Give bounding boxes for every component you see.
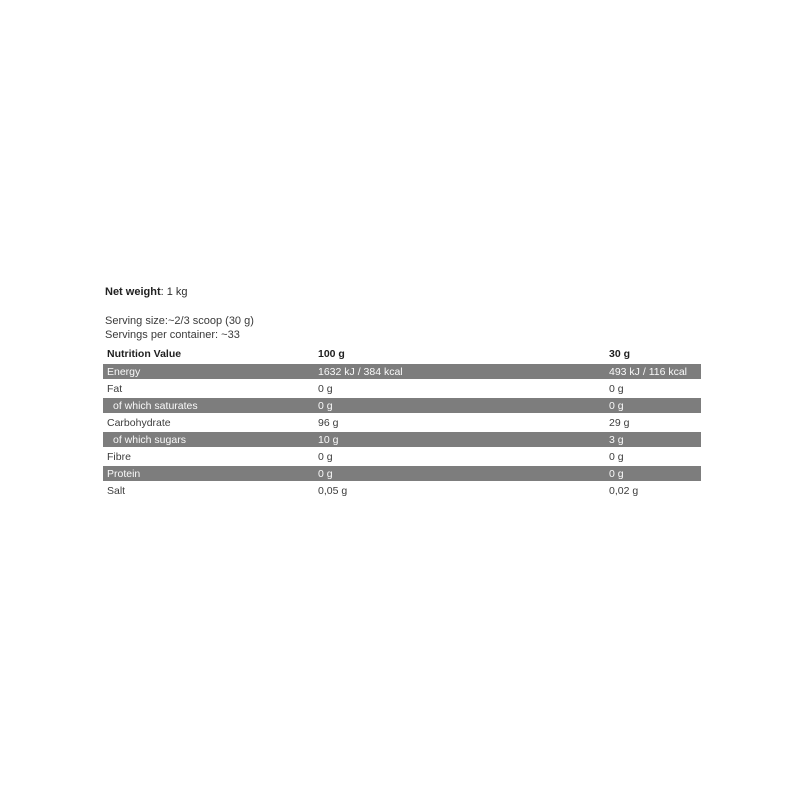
value-per-30g: 0,02 g	[609, 484, 639, 497]
value-per-100g: 0 g	[318, 382, 333, 395]
value-per-100g: 10 g	[318, 433, 339, 446]
table-row: Protein 0 g 0 g	[103, 465, 701, 482]
nutrient-label: of which saturates	[113, 399, 198, 412]
serving-size-line: Serving size:~2/3 scoop (30 g)	[105, 315, 254, 327]
table-row: Fat 0 g 0 g	[103, 380, 701, 397]
value-per-30g: 0 g	[609, 450, 624, 463]
nutrient-label: Protein	[107, 467, 141, 480]
table-body: Energy 1632 kJ / 384 kcal 493 kJ / 116 kca…	[103, 363, 701, 499]
nutrient-label: Energy	[107, 365, 141, 378]
header-100g: 100 g	[318, 347, 345, 360]
nutrient-label: Fibre	[107, 450, 131, 463]
value-per-100g: 1632 kJ / 384 kcal	[318, 365, 403, 378]
value-per-30g: 493 kJ / 116 kcal	[609, 365, 688, 378]
value-per-30g: 0 g	[609, 399, 624, 412]
table-row: Carbohydrate 96 g 29 g	[103, 414, 701, 431]
net-weight-label: Net weight	[105, 286, 161, 298]
table-row: of which saturates 0 g 0 g	[103, 397, 701, 414]
value-per-100g: 0,05 g	[318, 484, 348, 497]
nutrient-label: Carbohydrate	[107, 416, 171, 429]
value-per-100g: 0 g	[318, 450, 333, 463]
net-weight-value: : 1 kg	[160, 286, 188, 298]
table-row: Salt 0,05 g 0,02 g	[103, 482, 701, 499]
value-per-100g: 96 g	[318, 416, 339, 429]
net-weight-line: Net weight: 1 kg	[103, 286, 701, 299]
nutrient-label: Salt	[107, 484, 126, 497]
header-nutrition-value: Nutrition Value	[107, 347, 182, 360]
table-row: Energy 1632 kJ / 384 kcal 493 kJ / 116 kca…	[103, 363, 701, 380]
value-per-100g: 0 g	[318, 467, 333, 480]
table-row: of which sugars 10 g 3 g	[103, 431, 701, 448]
value-per-30g: 29 g	[609, 416, 630, 429]
table-header-row: Nutrition Value 100 g 30 g	[103, 346, 701, 361]
table-row: Fibre 0 g 0 g	[103, 448, 701, 465]
value-per-30g: 0 g	[609, 467, 624, 480]
header-30g: 30 g	[609, 347, 631, 360]
value-per-100g: 0 g	[318, 399, 333, 412]
nutrient-label: of which sugars	[113, 433, 186, 446]
nutrition-info-panel: Net weight: 1 kg Serving size:~2/3 scoop…	[103, 286, 701, 499]
servings-per-container-line: Servings per container: ~33	[105, 329, 240, 341]
nutrient-label: Fat	[107, 382, 123, 395]
value-per-30g: 0 g	[609, 382, 624, 395]
nutrition-table: Nutrition Value 100 g 30 g Energy 1632 kJ…	[103, 346, 701, 499]
value-per-30g: 3 g	[609, 433, 624, 446]
